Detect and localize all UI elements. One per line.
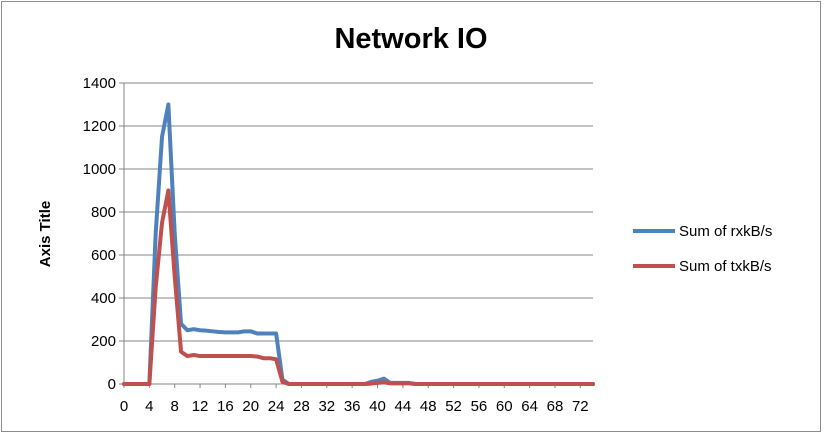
series-line-rx: [122, 102, 595, 386]
x-tick-label: 48: [420, 398, 437, 415]
y-tick-label: 400: [91, 290, 116, 307]
x-tick-label: 32: [318, 398, 335, 415]
x-tick-label: 8: [171, 398, 179, 415]
x-tick-label: 20: [242, 398, 259, 415]
x-tick-labels: 0 4 8 12 16 20 24 28 32 36 40 44 48 52 56 60 64 68 72: [120, 398, 589, 415]
x-tick-label: 64: [521, 398, 538, 415]
y-tick-label: 1400: [83, 75, 116, 92]
x-tick-label: 0: [120, 398, 128, 415]
y-axis-title: Axis Title: [37, 201, 54, 267]
y-tick-label: 800: [91, 204, 116, 221]
x-tick-label: 12: [192, 398, 209, 415]
x-tick-label: 60: [496, 398, 513, 415]
x-tick-label: 52: [445, 398, 462, 415]
series-lines: [122, 102, 595, 386]
axes: [119, 82, 593, 388]
x-tick-label: 4: [145, 398, 153, 415]
y-tick-label: 200: [91, 333, 116, 350]
x-tick-label: 68: [547, 398, 564, 415]
y-tick-label: 1200: [83, 118, 116, 135]
legend-label-tx: Sum of txkB/s: [679, 258, 772, 275]
x-tick-label: 56: [471, 398, 488, 415]
x-tick-label: 28: [293, 398, 310, 415]
y-tick-label: 600: [91, 247, 116, 264]
x-tick-label: 72: [572, 398, 589, 415]
x-tick-label: 24: [268, 398, 285, 415]
x-tick-label: 36: [344, 398, 361, 415]
legend: Sum of rxkB/s Sum of txkB/s: [633, 223, 772, 275]
x-tick-label: 16: [217, 398, 234, 415]
legend-label-rx: Sum of rxkB/s: [679, 223, 772, 240]
x-tick-label: 40: [369, 398, 386, 415]
y-tick-label: 1000: [83, 161, 116, 178]
y-tick-label: 0: [108, 376, 116, 393]
y-tick-labels: 0 200 400 600 800 1000 1200 1400: [83, 75, 116, 393]
x-tick-label: 44: [395, 398, 412, 415]
series-line-tx: [122, 188, 595, 386]
chart-title: Network IO: [334, 23, 487, 55]
gridlines: [124, 82, 593, 342]
